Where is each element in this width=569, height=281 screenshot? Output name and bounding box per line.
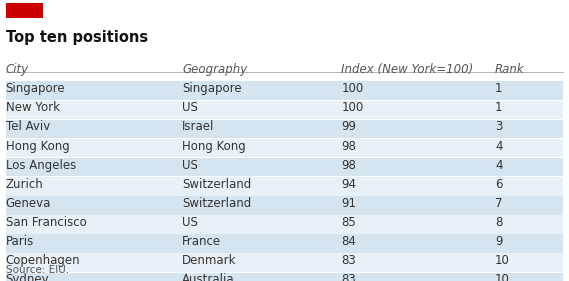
- Text: US: US: [182, 216, 198, 229]
- Bar: [6, 234, 563, 253]
- Text: US: US: [182, 101, 198, 114]
- Text: Australia: Australia: [182, 273, 234, 281]
- Text: 100: 100: [341, 82, 364, 95]
- Bar: [6, 158, 563, 176]
- Bar: [6, 3, 43, 18]
- Text: 98: 98: [341, 140, 356, 153]
- Text: 99: 99: [341, 121, 356, 133]
- Text: Israel: Israel: [182, 121, 215, 133]
- Text: Geneva: Geneva: [6, 197, 51, 210]
- Text: Hong Kong: Hong Kong: [182, 140, 246, 153]
- Text: 8: 8: [495, 216, 502, 229]
- Text: Paris: Paris: [6, 235, 34, 248]
- Text: Hong Kong: Hong Kong: [6, 140, 69, 153]
- Text: Zurich: Zurich: [6, 178, 43, 191]
- Text: Geography: Geography: [182, 63, 248, 76]
- Text: City: City: [6, 63, 29, 76]
- Text: 84: 84: [341, 235, 356, 248]
- Bar: [6, 215, 563, 234]
- Text: 100: 100: [341, 101, 364, 114]
- Text: Source: EIU.: Source: EIU.: [6, 265, 69, 275]
- Text: 1: 1: [495, 82, 502, 95]
- Text: 94: 94: [341, 178, 356, 191]
- Bar: [6, 139, 563, 157]
- Text: Rank: Rank: [495, 63, 525, 76]
- Text: 10: 10: [495, 273, 510, 281]
- Bar: [6, 101, 563, 119]
- Text: 85: 85: [341, 216, 356, 229]
- Text: 9: 9: [495, 235, 502, 248]
- Text: Top ten positions: Top ten positions: [6, 30, 148, 44]
- Text: 4: 4: [495, 159, 502, 172]
- Text: 7: 7: [495, 197, 502, 210]
- Bar: [6, 196, 563, 215]
- Text: France: France: [182, 235, 221, 248]
- Text: Denmark: Denmark: [182, 254, 237, 267]
- Text: 6: 6: [495, 178, 502, 191]
- Text: 4: 4: [495, 140, 502, 153]
- Text: San Francisco: San Francisco: [6, 216, 86, 229]
- Text: Singapore: Singapore: [6, 82, 65, 95]
- Text: 10: 10: [495, 254, 510, 267]
- Text: Switzerland: Switzerland: [182, 178, 251, 191]
- Text: Copenhagen: Copenhagen: [6, 254, 80, 267]
- Text: Sydney: Sydney: [6, 273, 50, 281]
- Text: 3: 3: [495, 121, 502, 133]
- Text: Tel Aviv: Tel Aviv: [6, 121, 50, 133]
- Bar: [6, 177, 563, 196]
- Bar: [6, 253, 563, 272]
- Text: 98: 98: [341, 159, 356, 172]
- Text: Switzerland: Switzerland: [182, 197, 251, 210]
- Text: New York: New York: [6, 101, 60, 114]
- Bar: [6, 273, 563, 281]
- Text: 1: 1: [495, 101, 502, 114]
- Text: Los Angeles: Los Angeles: [6, 159, 76, 172]
- Text: 83: 83: [341, 273, 356, 281]
- Text: 83: 83: [341, 254, 356, 267]
- Text: 91: 91: [341, 197, 356, 210]
- Bar: [6, 81, 563, 100]
- Text: Index (New York=100): Index (New York=100): [341, 63, 473, 76]
- Text: Singapore: Singapore: [182, 82, 242, 95]
- Bar: [6, 120, 563, 138]
- Text: US: US: [182, 159, 198, 172]
